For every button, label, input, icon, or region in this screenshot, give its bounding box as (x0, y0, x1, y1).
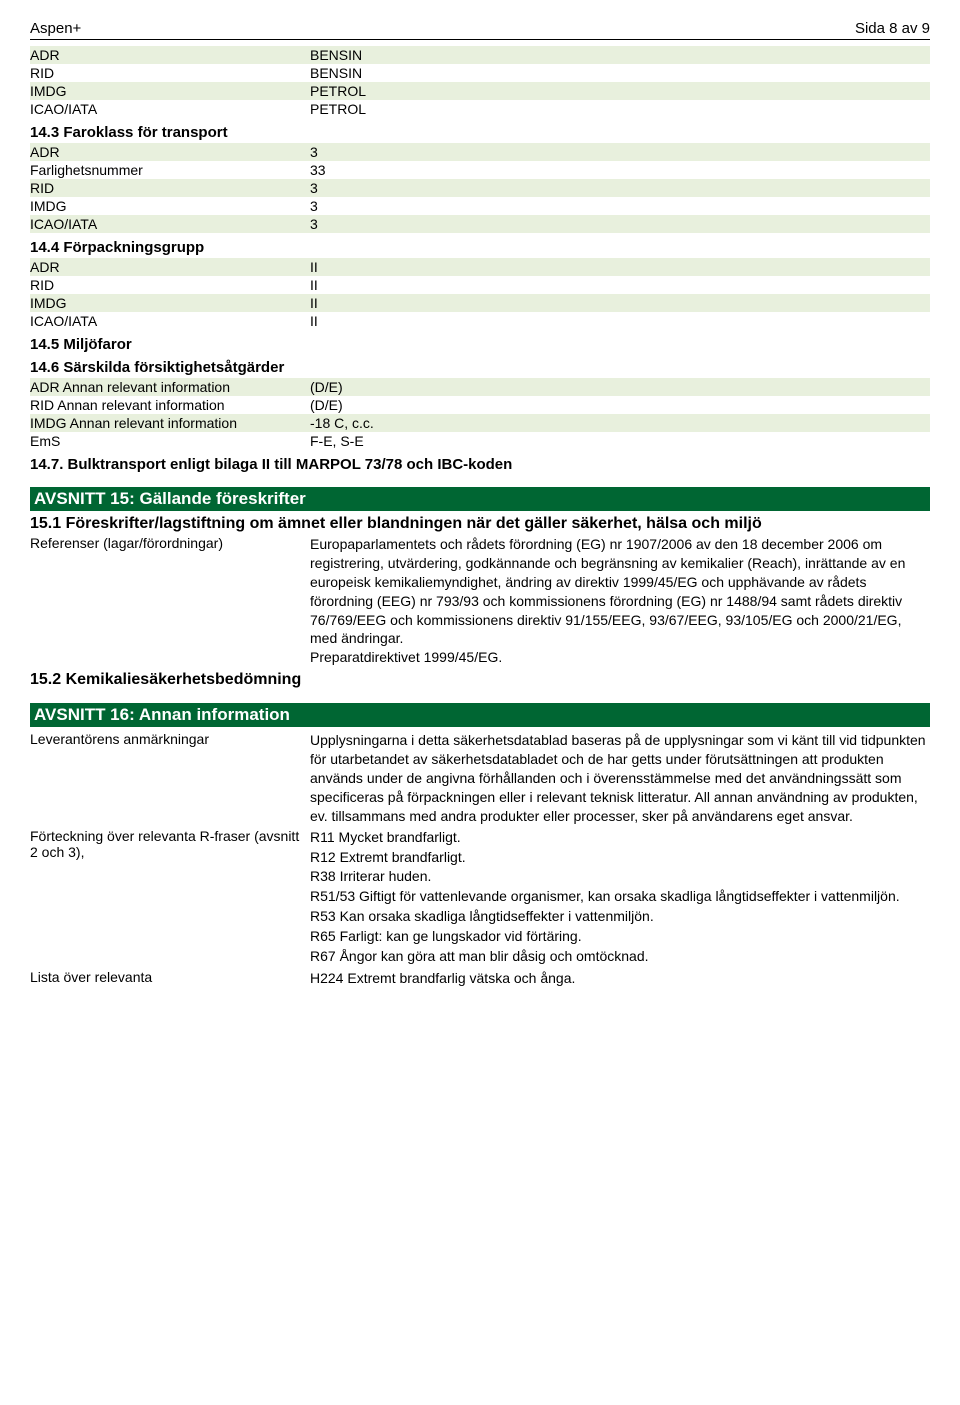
row-val: 3 (310, 180, 930, 196)
row-key: ICAO/IATA (30, 216, 310, 232)
row-key: ICAO/IATA (30, 101, 310, 117)
table-row: IMDG3 (30, 197, 930, 215)
row-val: II (310, 277, 930, 293)
row-val: II (310, 313, 930, 329)
section-15-title: AVSNITT 15: Gällande föreskrifter (30, 487, 930, 511)
row-val: PETROL (310, 83, 930, 99)
row-val: F-E, S-E (310, 433, 930, 449)
row-key: Leverantörens anmärkningar (30, 731, 310, 747)
row-key: RID (30, 65, 310, 81)
table-row: ICAO/IATAPETROL (30, 100, 930, 118)
table-row: Farlighetsnummer33 (30, 161, 930, 179)
page-header: Aspen+ Sida 8 av 9 (30, 20, 930, 40)
h-phrases-row: Lista över relevanta H224 Extremt brandf… (30, 969, 930, 988)
row-val: H224 Extremt brandfarlig vätska och ånga… (310, 969, 930, 988)
table-row: ADRBENSIN (30, 46, 930, 64)
row-key: IMDG Annan relevant information (30, 415, 310, 431)
table-row: ADRII (30, 258, 930, 276)
r-phrase-line: R38 Irriterar huden. (310, 867, 930, 886)
table-row: RIDII (30, 276, 930, 294)
table-row: IMDGPETROL (30, 82, 930, 100)
row-val: 3 (310, 198, 930, 214)
table-row: RID Annan relevant information(D/E) (30, 396, 930, 414)
section-14-body: ADRBENSIN RIDBENSIN IMDGPETROL ICAO/IATA… (30, 46, 930, 473)
supplier-notes-row: Leverantörens anmärkningar Upplysningarn… (30, 731, 930, 825)
row-val: PETROL (310, 101, 930, 117)
row-val: II (310, 295, 930, 311)
table-row: EmSF-E, S-E (30, 432, 930, 450)
subheading-14-7: 14.7. Bulktransport enligt bilaga II til… (30, 456, 930, 473)
row-val: (D/E) (310, 397, 930, 413)
row-val: -18 C, c.c. (310, 415, 930, 431)
row-key: RID Annan relevant information (30, 397, 310, 413)
row-key: ADR (30, 259, 310, 275)
table-row: ICAO/IATAII (30, 312, 930, 330)
subheading-14-5: 14.5 Miljöfaror (30, 336, 930, 353)
row-key: ADR (30, 144, 310, 160)
subheading-15-1: 15.1 Föreskrifter/lagstiftning om ämnet … (30, 515, 930, 533)
row-key: ICAO/IATA (30, 313, 310, 329)
row-key: Referenser (lagar/förordningar) (30, 535, 310, 551)
row-val: R11 Mycket brandfarligt. R12 Extremt bra… (310, 828, 930, 967)
r-phrase-line: R65 Farligt: kan ge lungskador vid förtä… (310, 927, 930, 946)
r-phrase-line: R67 Ångor kan göra att man blir dåsig oc… (310, 947, 930, 966)
table-row: ADR3 (30, 143, 930, 161)
references-row: Referenser (lagar/förordningar) Europapa… (30, 535, 930, 667)
product-name: Aspen+ (30, 20, 81, 37)
row-key: ADR (30, 47, 310, 63)
row-val: 3 (310, 144, 930, 160)
row-val: (D/E) (310, 379, 930, 395)
row-key: IMDG (30, 295, 310, 311)
table-row: IMDG Annan relevant information-18 C, c.… (30, 414, 930, 432)
row-key: Förteckning över relevanta R-fraser (avs… (30, 828, 310, 860)
section-16-title: AVSNITT 16: Annan information (30, 703, 930, 727)
table-row: RIDBENSIN (30, 64, 930, 82)
row-key: IMDG (30, 198, 310, 214)
subheading-14-4: 14.4 Förpackningsgrupp (30, 239, 930, 256)
r-phrase-line: R53 Kan orsaka skadliga långtidseffekter… (310, 907, 930, 926)
r-phrases-row: Förteckning över relevanta R-fraser (avs… (30, 828, 930, 967)
r-phrase-line: R51/53 Giftigt för vattenlevande organis… (310, 887, 930, 906)
row-val: Europaparlamentets och rådets förordning… (310, 535, 930, 667)
table-row: IMDGII (30, 294, 930, 312)
row-val: 3 (310, 216, 930, 232)
subheading-15-2: 15.2 Kemikaliesäkerhetsbedömning (30, 671, 930, 689)
row-key: RID (30, 180, 310, 196)
subheading-14-3: 14.3 Faroklass för transport (30, 124, 930, 141)
row-key: Farlighetsnummer (30, 162, 310, 178)
row-val: BENSIN (310, 47, 930, 63)
row-val: II (310, 259, 930, 275)
r-phrase-line: R11 Mycket brandfarligt. (310, 828, 930, 847)
row-val-text2: Preparatdirektivet 1999/45/EG. (310, 649, 502, 665)
r-phrase-line: R12 Extremt brandfarligt. (310, 848, 930, 867)
subheading-14-6: 14.6 Särskilda försiktighetsåtgärder (30, 359, 930, 376)
row-val: Upplysningarna i detta säkerhetsdatablad… (310, 731, 930, 825)
row-key: EmS (30, 433, 310, 449)
row-key: IMDG (30, 83, 310, 99)
row-key: ADR Annan relevant information (30, 379, 310, 395)
table-row: ADR Annan relevant information(D/E) (30, 378, 930, 396)
table-row: ICAO/IATA3 (30, 215, 930, 233)
row-val: 33 (310, 162, 930, 178)
row-key: Lista över relevanta (30, 969, 310, 985)
page-indicator: Sida 8 av 9 (855, 20, 930, 37)
row-val: BENSIN (310, 65, 930, 81)
row-key: RID (30, 277, 310, 293)
table-row: RID3 (30, 179, 930, 197)
row-val-text: Europaparlamentets och rådets förordning… (310, 536, 905, 646)
